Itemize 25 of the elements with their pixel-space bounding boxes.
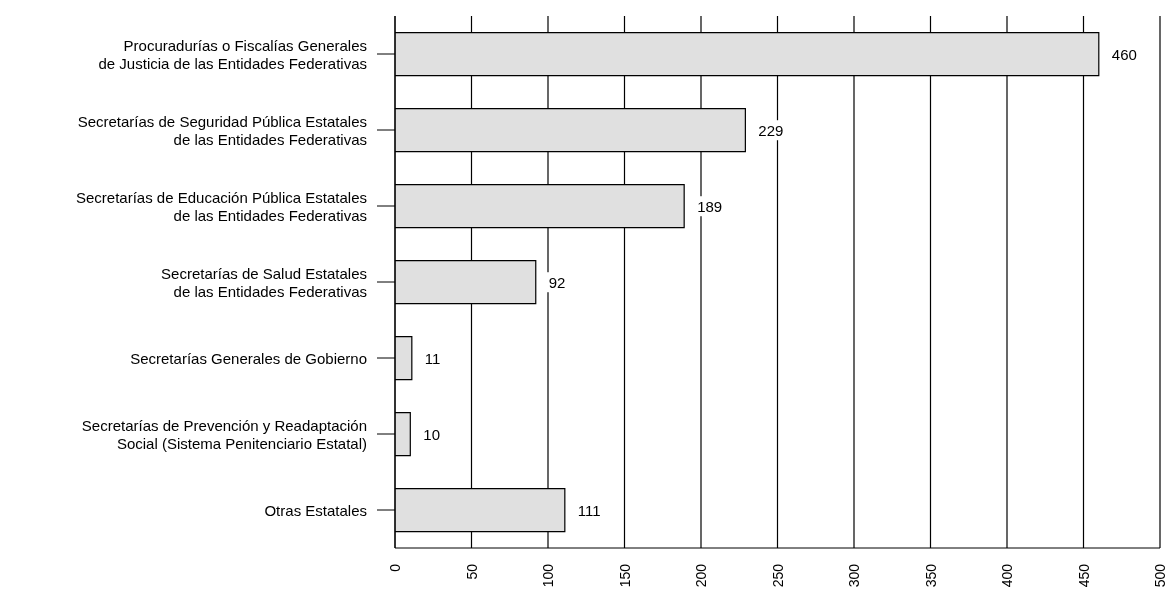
y-tick-label: Secretarías Generales de Gobierno xyxy=(130,349,367,367)
x-tick-label: 0 xyxy=(387,563,403,572)
x-tick-label: 50 xyxy=(463,563,480,580)
data-label: 111 xyxy=(577,501,601,519)
y-tick-label: Otras Estatales xyxy=(264,501,367,519)
data-label: 189 xyxy=(697,197,723,215)
data-label: 92 xyxy=(548,273,566,291)
data-label: 460 xyxy=(1111,45,1137,63)
x-tick-label: 350 xyxy=(922,563,939,588)
y-tick-label: Secretarías de Educación Pública Estatales de las Entidades Federativas xyxy=(76,188,367,224)
x-tick-label: 400 xyxy=(999,563,1015,588)
x-tick-label: 150 xyxy=(616,563,633,588)
x-tick-label: 250 xyxy=(769,563,786,588)
x-tick-label: 100 xyxy=(540,563,556,588)
data-label: 10 xyxy=(423,425,440,443)
data-label: 11 xyxy=(424,349,441,367)
data-label: 229 xyxy=(758,121,784,139)
y-tick-label: Secretarías de Seguridad Pública Estatales de las Entidades Federativas xyxy=(77,112,367,148)
y-tick-label: Procuradurías o Fiscalías Generales de Justicia de las Entidades Federativas xyxy=(98,36,367,72)
y-tick-label: Secretarías de Salud Estatales de las Entidades Federativas xyxy=(161,264,367,300)
x-tick-label: 450 xyxy=(1075,563,1092,588)
x-tick-label: 500 xyxy=(1152,563,1168,588)
x-tick-label: 300 xyxy=(846,563,862,588)
y-tick-label: Secretarías de Prevención y Readaptación Social (Sistema Penitenciario Estatal) xyxy=(81,416,367,452)
x-tick-label: 200 xyxy=(693,563,709,588)
